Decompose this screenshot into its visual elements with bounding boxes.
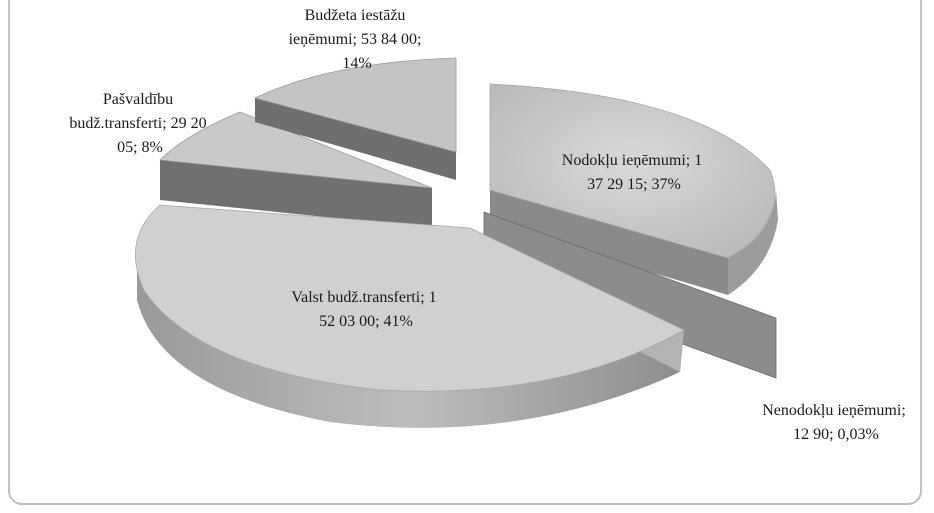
label-budzeta-line2: ieņēmumi; 53 84 00; bbox=[289, 31, 422, 48]
label-nodoklu-line2: 37 29 15; 37% bbox=[587, 176, 681, 193]
slice-nodoklu-top bbox=[489, 83, 776, 259]
slice-budzeta-top bbox=[253, 57, 457, 153]
label-nodoklu: Nodokļu ieņēmumi; 1 37 29 15; 37% bbox=[562, 152, 706, 193]
label-nenodoklu-line2: 12 90; 0,03% bbox=[793, 426, 879, 443]
label-nodoklu-line1: Nodokļu ieņēmumi; 1 bbox=[562, 152, 702, 169]
label-valst: Valst budž.transferti; 1 52 03 00; 41% bbox=[291, 289, 440, 330]
label-budzeta: Budžeta iestāžu ieņēmumi; 53 84 00; 14% bbox=[289, 7, 426, 72]
slice-pasvaldibu bbox=[159, 111, 433, 228]
slice-budzeta bbox=[253, 57, 457, 180]
slice-pasvaldibu-side bbox=[160, 160, 432, 228]
label-pasvaldibu-line2: budž.transferti; 29 20 bbox=[69, 115, 206, 132]
label-nenodoklu-line1: Nenodokļu ieņēmumi; bbox=[762, 402, 906, 419]
slice-valst bbox=[135, 204, 685, 428]
label-pasvaldibu-line3: 05; 8% bbox=[117, 139, 163, 156]
label-budzeta-line1: Budžeta iestāžu bbox=[305, 7, 406, 24]
label-pasvaldibu: Pašvaldību budž.transferti; 29 20 05; 8% bbox=[69, 91, 210, 156]
label-valst-line1: Valst budž.transferti; 1 bbox=[291, 289, 436, 306]
slice-pasvaldibu-top bbox=[159, 111, 433, 189]
label-budzeta-line3: 14% bbox=[342, 55, 371, 72]
slice-budzeta-side bbox=[255, 98, 456, 180]
slice-nodoklu-side-dark bbox=[490, 190, 728, 295]
slice-valst-side bbox=[137, 262, 684, 428]
label-nenodoklu: Nenodokļu ieņēmumi; 12 90; 0,03% bbox=[762, 402, 910, 443]
slice-valst-top bbox=[135, 204, 685, 392]
slice-nodoklu-rim bbox=[728, 190, 778, 295]
label-pasvaldibu-line1: Pašvaldību bbox=[103, 91, 173, 108]
label-valst-line2: 52 03 00; 41% bbox=[319, 313, 413, 330]
slice-nodoklu bbox=[489, 83, 778, 295]
